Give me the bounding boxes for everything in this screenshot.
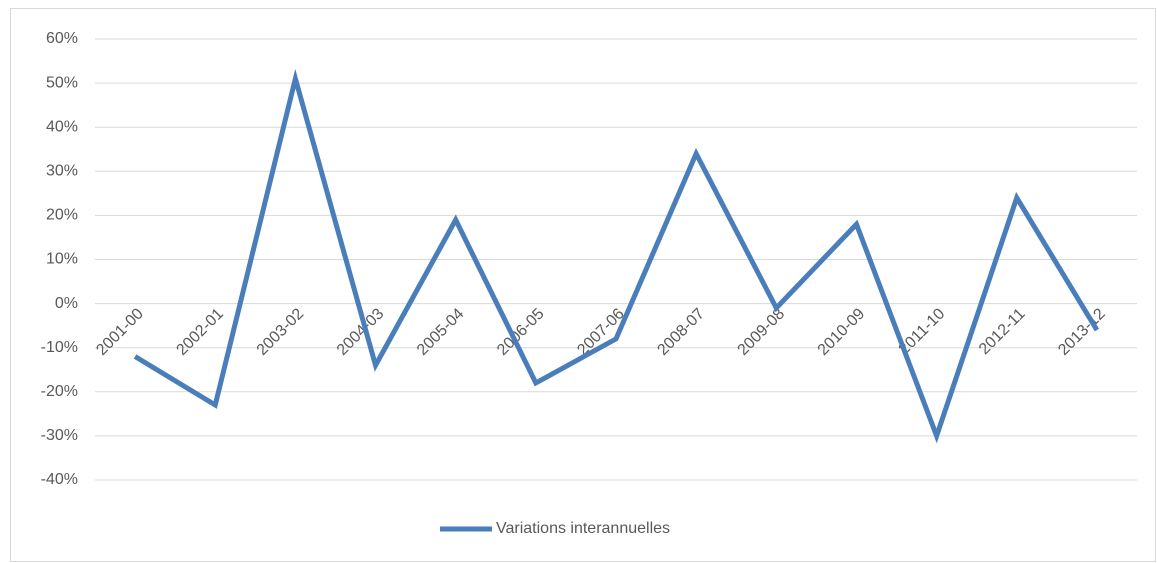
y-tick-label: 60%: [46, 30, 78, 47]
y-tick-label: 20%: [46, 207, 78, 224]
series-line: [133, 68, 1100, 444]
chart-frame: [10, 8, 1156, 562]
y-tick-label: 50%: [46, 74, 78, 91]
y-tick-label: 30%: [46, 163, 78, 180]
y-tick-label: 10%: [46, 251, 78, 268]
y-tick-label: -20%: [41, 383, 78, 400]
y-tick-label: 0%: [55, 295, 78, 312]
legend-label: Variations interannuelles: [496, 520, 670, 537]
y-tick-label: 40%: [46, 118, 78, 135]
y-tick-label: -40%: [41, 471, 78, 488]
y-tick-label: -10%: [41, 339, 78, 356]
y-tick-label: -30%: [41, 427, 78, 444]
